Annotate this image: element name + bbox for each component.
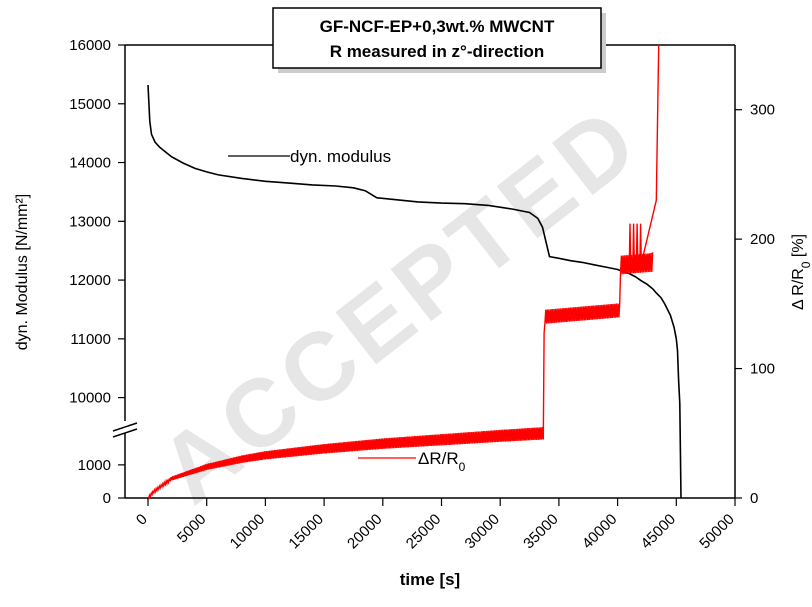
x-tick-label: 35000 xyxy=(520,511,562,553)
right-y-tick-label: 300 xyxy=(750,102,775,119)
legend-label-modulus: dyn. modulus xyxy=(290,147,391,166)
series-layer xyxy=(147,44,682,500)
title-line-2: R measured in z°-direction xyxy=(330,42,545,61)
legend-label-resistance-main: ΔR/R xyxy=(418,449,459,468)
right-y-axis-title-suffix: [%] xyxy=(790,234,807,262)
axis-break-mark-lower xyxy=(112,428,138,438)
right-y-axis-title: Δ R/R0 [%] xyxy=(790,234,812,310)
x-tick-label: 0 xyxy=(133,511,151,529)
x-tick-label: 15000 xyxy=(285,511,327,553)
legend-label-resistance: ΔR/R0 xyxy=(418,449,466,474)
right-y-axis-title-subscript: 0 xyxy=(799,261,812,268)
series-line-resistance xyxy=(147,44,660,500)
left-y-tick-label: 13000 xyxy=(69,213,111,230)
x-tick-label: 30000 xyxy=(462,511,504,553)
axis-break-mark-upper xyxy=(112,422,138,432)
left-y-tick-label: 16000 xyxy=(69,37,111,54)
left-y-tick-label: 11000 xyxy=(70,331,111,348)
x-tick-label: 40000 xyxy=(579,511,621,553)
x-axis-title: time [s] xyxy=(400,570,460,589)
left-y-tick-label: 1000 xyxy=(78,457,111,474)
title-line-1: GF-NCF-EP+0,3wt.% MWCNT xyxy=(320,17,555,36)
x-tick-label: 10000 xyxy=(227,511,269,553)
right-y-axis-title-prefix: Δ R/R xyxy=(790,268,807,310)
x-tick-label: 45000 xyxy=(638,511,680,553)
left-y-axis-title: dyn. Modulus [N/mm²] xyxy=(14,194,31,350)
right-y-tick-label: 0 xyxy=(750,490,758,507)
x-tick-label: 20000 xyxy=(344,511,386,553)
x-tick-label: 50000 xyxy=(696,511,738,553)
right-y-tick-label: 200 xyxy=(750,231,775,248)
title-box xyxy=(272,7,602,69)
series-line-modulus xyxy=(147,84,682,499)
left-y-tick-label: 12000 xyxy=(69,272,111,289)
x-tick-label: 25000 xyxy=(403,511,445,553)
left-y-tick-label: 0 xyxy=(103,490,111,507)
legend-label-resistance-subscript: 0 xyxy=(459,460,466,474)
left-y-tick-label: 10000 xyxy=(69,390,111,407)
left-y-tick-label: 14000 xyxy=(69,155,111,172)
right-y-tick-label: 100 xyxy=(750,361,775,378)
left-y-tick-label: 15000 xyxy=(69,96,111,113)
